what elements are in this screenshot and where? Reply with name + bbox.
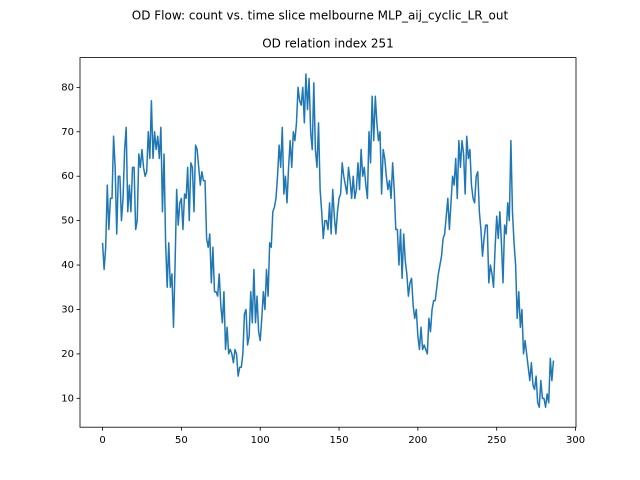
y-tick-label: 50 xyxy=(61,216,74,227)
y-tick-label: 70 xyxy=(61,127,74,138)
x-tick-label: 150 xyxy=(329,435,348,446)
y-tick-label: 80 xyxy=(61,82,74,93)
suptitle: OD Flow: count vs. time slice melbourne … xyxy=(132,9,509,23)
axes-frame xyxy=(79,57,577,428)
x-tick-label: 200 xyxy=(408,435,427,446)
y-tick-label: 20 xyxy=(61,349,74,360)
y-tick-label: 10 xyxy=(61,393,74,404)
y-tick-label: 60 xyxy=(61,171,74,182)
y-tick-label: 30 xyxy=(61,304,74,315)
chart-title: OD relation index 251 xyxy=(262,37,394,51)
x-tick-label: 100 xyxy=(251,435,270,446)
y-tick-label: 40 xyxy=(61,260,74,271)
x-tick-label: 250 xyxy=(487,435,506,446)
x-tick-label: 300 xyxy=(566,435,585,446)
series-line xyxy=(101,73,555,408)
x-tick-label: 0 xyxy=(99,435,105,446)
x-tick-label: 50 xyxy=(175,435,188,446)
